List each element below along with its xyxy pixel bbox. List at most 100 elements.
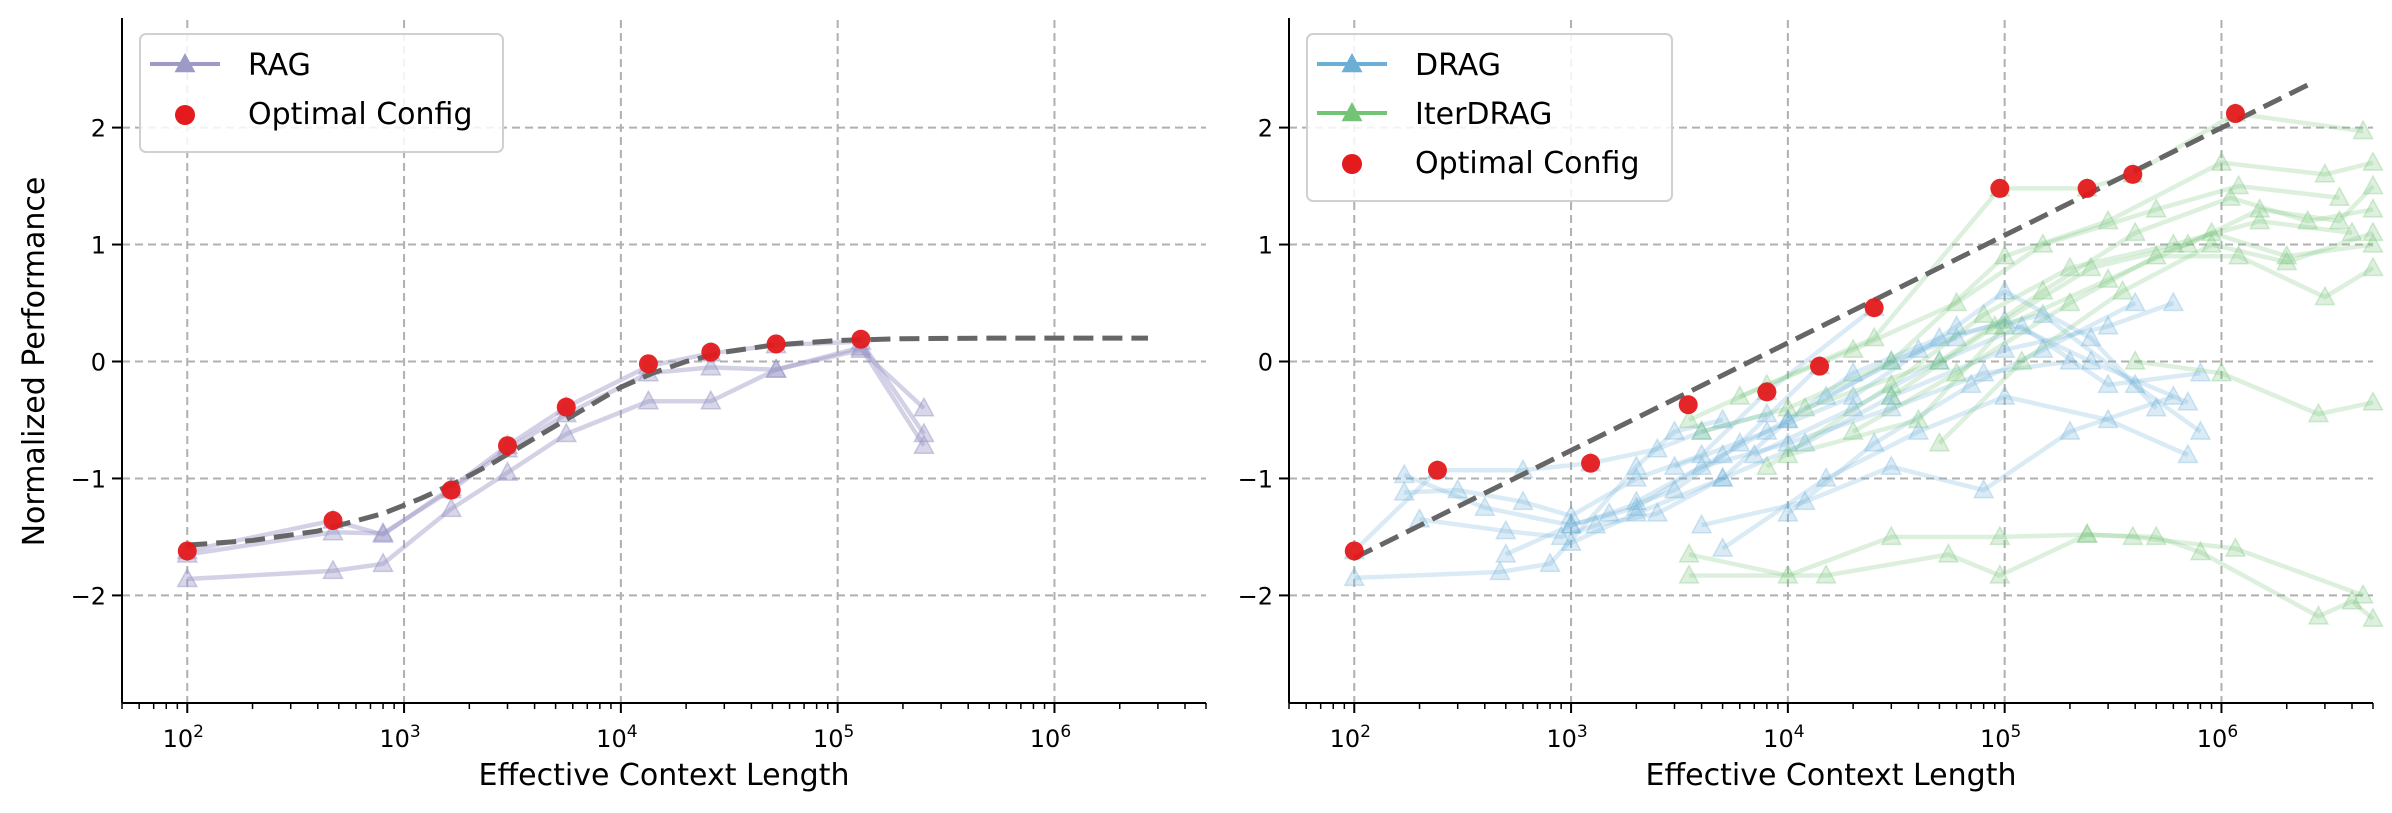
optimal-config-point	[2225, 104, 2245, 124]
data-point-triangle	[2224, 537, 2247, 557]
data-point-triangle	[1880, 525, 1903, 546]
y-tick-label: −2	[1238, 582, 1273, 610]
x-tick-label: 106	[2197, 722, 2238, 753]
data-point-triangle	[1625, 455, 1648, 476]
data-point-triangle	[1678, 542, 1700, 563]
data-point-triangle	[1393, 480, 1415, 501]
series-line	[1354, 417, 1724, 581]
series-line	[1852, 253, 2375, 434]
data-point-triangle	[765, 358, 787, 378]
data-point-triangle	[1495, 519, 1517, 540]
data-point-triangle	[2210, 361, 2233, 382]
series-line	[1701, 160, 2374, 434]
data-point-triangle	[2145, 244, 2167, 265]
data-point-triangle	[1690, 420, 1713, 440]
data-point-triangle	[1794, 396, 1816, 417]
x-tick-label: 105	[813, 722, 854, 753]
optimal-config-point	[498, 436, 518, 456]
series-line	[186, 347, 926, 557]
optimal-config-point	[2123, 164, 2143, 184]
series-drag	[1495, 349, 2081, 563]
legend-item-drag: DRAG	[1317, 48, 1501, 83]
data-point-triangle	[2296, 209, 2319, 230]
legend-label: Optimal Config	[248, 97, 473, 132]
optimal-config-point	[851, 329, 871, 349]
series-iterdrag	[1842, 244, 2384, 440]
x-tick-base: 10	[1980, 725, 2011, 753]
data-point-triangle	[1880, 373, 1903, 394]
y-tick-label: 2	[1258, 115, 1273, 143]
data-point-triangle	[1928, 326, 1951, 347]
data-point-triangle	[2362, 390, 2384, 411]
data-point-triangle	[1937, 542, 1960, 563]
y-tick-label: −2	[71, 582, 106, 610]
data-point-triangle	[1794, 490, 1816, 511]
data-point-triangle	[1560, 504, 1582, 525]
data-point-triangle	[2307, 604, 2330, 625]
optimal-config-point	[177, 541, 197, 561]
data-point-triangle	[2189, 420, 2212, 440]
data-point-triangle	[2097, 373, 2119, 394]
data-point-triangle	[1598, 501, 1621, 522]
data-point-triangle	[1711, 443, 1734, 464]
data-point-triangle	[2362, 174, 2384, 195]
data-point-triangle	[1756, 455, 1778, 476]
series-drag	[1343, 408, 1734, 587]
data-point-triangle	[1815, 385, 1837, 405]
data-point-triangle	[2177, 232, 2199, 253]
x-tick-base: 10	[2197, 725, 2228, 753]
data-point-triangle	[2122, 525, 2144, 546]
data-point-triangle	[2248, 197, 2271, 218]
series-iterdrag	[1928, 221, 2384, 452]
data-point-triangle	[2275, 250, 2298, 271]
series-drag	[1711, 385, 2199, 557]
data-point-triangle	[913, 422, 935, 443]
x-tick-exponent: 3	[410, 722, 421, 742]
data-point-triangle	[1729, 431, 1751, 452]
data-point-triangle	[2111, 279, 2134, 300]
data-point-triangle	[1678, 408, 1700, 429]
data-point-triangle	[1446, 478, 1469, 499]
series-drag	[1408, 326, 1968, 546]
data-point-triangle	[2162, 385, 2185, 405]
legend-item-iterdrag: IterDRAG	[1317, 97, 1552, 132]
series-line	[1673, 289, 2158, 469]
legend: RAG Optimal Config	[139, 33, 504, 153]
data-point-triangle	[2189, 540, 2212, 561]
data-point-triangle	[1880, 349, 1903, 370]
data-point-triangle	[913, 396, 935, 417]
data-point-triangle	[1343, 566, 1366, 587]
legend-item-optimal-config: Optimal Config	[1342, 146, 1640, 181]
fit-line-dashed	[1353, 80, 2313, 561]
data-point-triangle	[2210, 151, 2233, 171]
optimal-config-point	[766, 334, 786, 354]
data-point-triangle	[1945, 314, 1968, 335]
optimal-config-point	[1581, 453, 1601, 473]
data-point-triangle	[1678, 563, 1700, 584]
data-point-triangle	[2341, 589, 2363, 610]
data-point-triangle	[1863, 326, 1885, 347]
x-tick-label: 103	[1546, 722, 1587, 753]
series-iterdrag	[1880, 174, 2384, 405]
series-line	[1688, 111, 2364, 423]
data-point-triangle	[2177, 443, 2199, 464]
data-point-triangle	[637, 389, 660, 410]
data-point-triangle	[1777, 396, 1799, 417]
data-point-triangle	[1945, 291, 1968, 312]
optimal-config-point	[1757, 382, 1777, 402]
legend-box	[1306, 33, 1673, 202]
series-drag	[1663, 279, 2167, 476]
x-tick-exponent: 2	[1360, 722, 1371, 742]
data-point-triangle	[1711, 537, 1734, 557]
data-point-triangle	[1993, 314, 2016, 335]
series-rag	[176, 335, 935, 588]
optimal-config-point	[1864, 298, 1884, 318]
series-line	[1937, 230, 2374, 445]
data-point-triangle	[2080, 349, 2102, 370]
data-point-triangle	[1993, 338, 2016, 359]
data-point-triangle	[1711, 466, 1734, 487]
legend-label: IterDRAG	[1415, 97, 1552, 132]
series-line	[1753, 324, 2201, 458]
data-point-triangle	[2124, 373, 2146, 394]
